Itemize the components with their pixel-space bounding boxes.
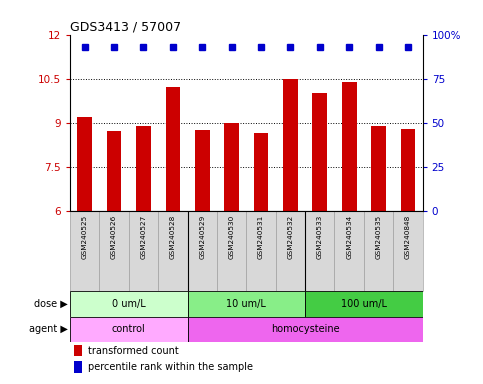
Bar — [158, 211, 187, 291]
Text: GSM240531: GSM240531 — [258, 215, 264, 259]
Bar — [393, 211, 423, 291]
Bar — [276, 211, 305, 291]
Text: agent ▶: agent ▶ — [29, 324, 68, 334]
Bar — [224, 122, 239, 211]
Text: dose ▶: dose ▶ — [34, 299, 68, 309]
Bar — [107, 131, 121, 211]
Bar — [246, 211, 276, 291]
Bar — [364, 211, 393, 291]
Bar — [187, 211, 217, 291]
Text: GSM240535: GSM240535 — [376, 215, 382, 259]
Text: GDS3413 / 57007: GDS3413 / 57007 — [70, 20, 181, 33]
Bar — [254, 133, 269, 211]
Bar — [305, 211, 335, 291]
Bar — [73, 345, 83, 356]
Text: GSM240530: GSM240530 — [228, 215, 235, 259]
Text: GSM240525: GSM240525 — [82, 215, 88, 259]
Text: control: control — [112, 324, 146, 334]
Text: GSM240532: GSM240532 — [287, 215, 293, 259]
Text: percentile rank within the sample: percentile rank within the sample — [88, 362, 253, 372]
Bar — [283, 79, 298, 211]
Bar — [70, 211, 99, 291]
Text: 100 um/L: 100 um/L — [341, 299, 387, 309]
Bar — [129, 211, 158, 291]
Bar — [73, 361, 83, 373]
Text: homocysteine: homocysteine — [271, 324, 340, 334]
Text: 10 um/L: 10 um/L — [227, 299, 266, 309]
Text: GSM240534: GSM240534 — [346, 215, 352, 259]
Bar — [195, 130, 210, 211]
Bar — [371, 126, 386, 211]
Bar — [400, 129, 415, 211]
Text: GSM240848: GSM240848 — [405, 215, 411, 259]
Bar — [187, 291, 305, 316]
Text: GSM240526: GSM240526 — [111, 215, 117, 259]
Bar — [217, 211, 246, 291]
Bar — [187, 316, 423, 342]
Bar — [99, 211, 129, 291]
Text: GSM240528: GSM240528 — [170, 215, 176, 259]
Bar — [313, 93, 327, 211]
Bar — [334, 211, 364, 291]
Bar — [166, 88, 180, 211]
Bar — [77, 117, 92, 211]
Text: GSM240527: GSM240527 — [141, 215, 146, 259]
Text: GSM240529: GSM240529 — [199, 215, 205, 259]
Bar — [342, 81, 356, 211]
Text: 0 um/L: 0 um/L — [112, 299, 146, 309]
Text: transformed count: transformed count — [88, 346, 178, 356]
Bar — [70, 316, 187, 342]
Bar — [70, 291, 187, 316]
Bar — [136, 126, 151, 211]
Text: GSM240533: GSM240533 — [317, 215, 323, 259]
Bar — [305, 291, 423, 316]
